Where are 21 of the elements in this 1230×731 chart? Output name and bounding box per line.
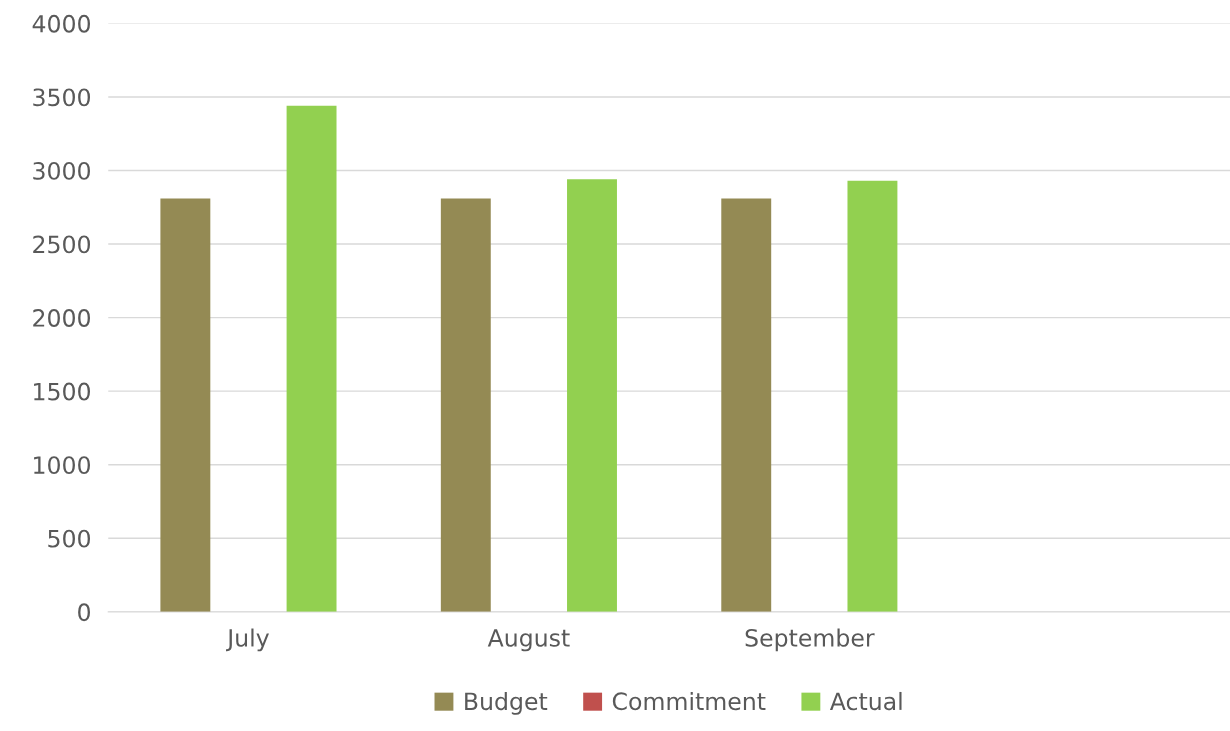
legend-label: Actual (829, 691, 902, 711)
y-tick-label: 4000 (32, 14, 90, 33)
y-tick-label: 1000 (34, 456, 90, 475)
y-tick-label: 500 (48, 529, 90, 548)
y-tick-label: 3000 (33, 161, 90, 180)
legend-label: Commitment (612, 691, 766, 711)
y-tick-label: 1500 (34, 382, 90, 401)
bar (160, 198, 211, 612)
legend-label: Budget (465, 691, 548, 715)
bar (721, 198, 772, 612)
x-tick-label: July (226, 628, 269, 652)
bar (440, 198, 491, 612)
y-tick-label: 0 (78, 603, 91, 622)
y-tick-label: 2500 (33, 235, 90, 254)
bar (847, 180, 898, 612)
bar (286, 105, 337, 612)
y-tick-label: 2000 (33, 309, 90, 327)
x-tick-label: August (487, 629, 570, 652)
bar (567, 179, 617, 612)
y-tick-label: 3500 (33, 88, 90, 107)
x-tick-label: September (745, 628, 875, 652)
